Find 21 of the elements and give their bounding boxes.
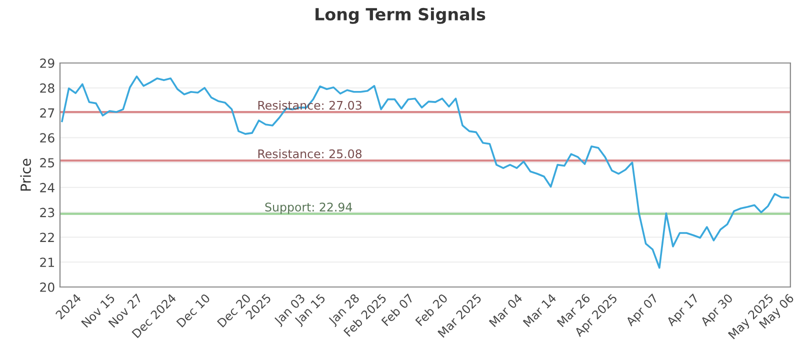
y-tick-label: 22 [40, 232, 54, 242]
y-axis-title: Price [20, 158, 31, 191]
x-tick-label: Apr 07 [625, 293, 660, 328]
y-tick-label: 23 [40, 208, 54, 218]
ref-line-label: Resistance: 25.08 [258, 149, 362, 158]
chart-title: Long Term Signals [316, 8, 486, 24]
y-tick-label: 25 [40, 158, 54, 168]
y-tick-label: 27 [40, 108, 54, 118]
y-tick-label: 28 [40, 83, 54, 93]
y-tick-label: 29 [40, 58, 54, 68]
y-tick-label: 20 [40, 282, 54, 292]
x-tick-label: Mar 14 [522, 293, 557, 328]
y-tick-label: 24 [40, 182, 54, 192]
x-tick-label: Mar 04 [488, 293, 523, 328]
y-tick-label: 21 [40, 258, 54, 267]
line-series [61, 76, 790, 269]
x-tick-label: Apr 17 [666, 294, 701, 328]
x-tick-label: Dec 10 [176, 293, 210, 328]
ref-line-label: Support: 22.94 [265, 202, 352, 214]
y-tick-label: 26 [40, 133, 54, 143]
x-tick-label: Apr 30 [700, 293, 735, 328]
